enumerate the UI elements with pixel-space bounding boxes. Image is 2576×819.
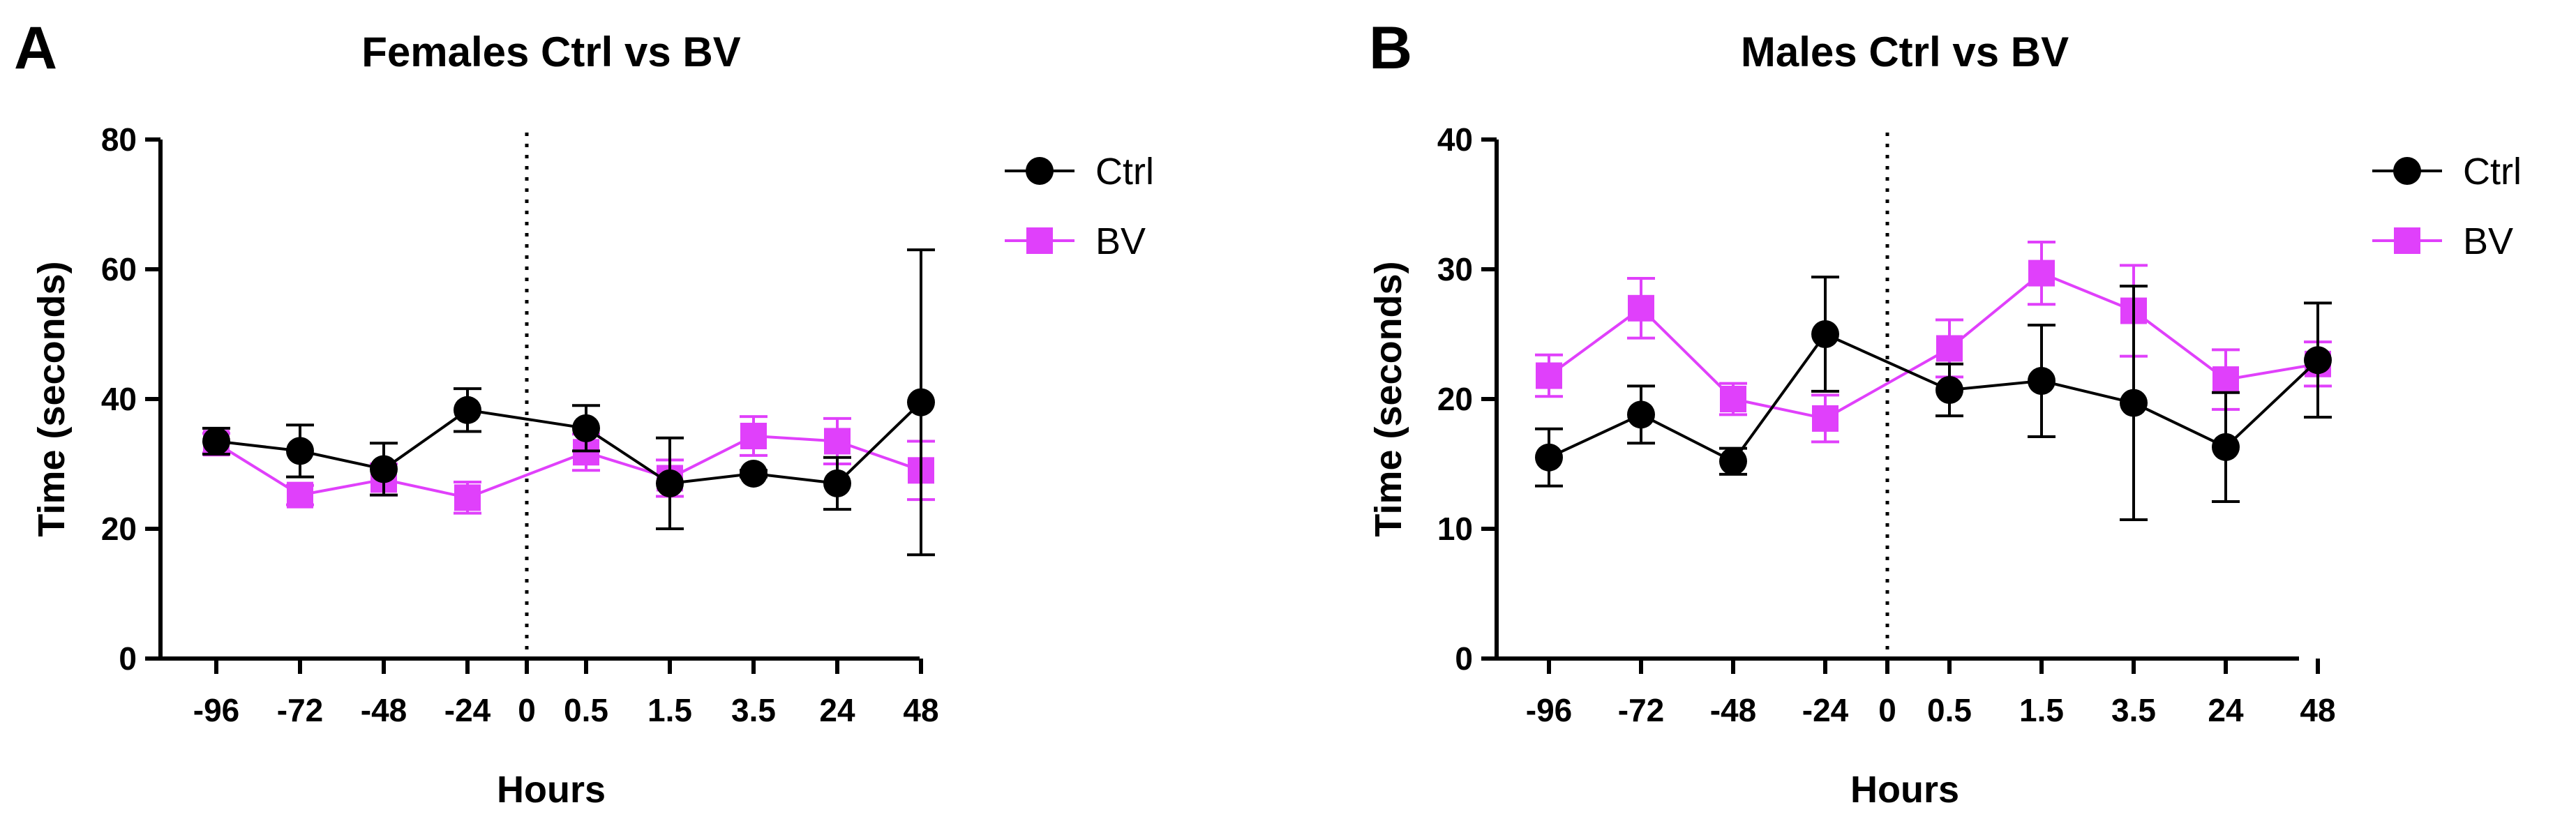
data-point-circle	[1535, 443, 1563, 472]
chart-title: Females Ctrl vs BV	[361, 29, 741, 75]
y-tick-label: 0	[119, 640, 137, 677]
series-line	[1548, 271, 2319, 421]
y-tick-label: 10	[1437, 511, 1473, 547]
x-tick-label: -48	[361, 692, 407, 728]
data-point-circle	[1935, 375, 1963, 404]
chart-panel-a: A Females Ctrl vs BV 0 20 40 60 80 -96 -72 -48 -24…	[14, 15, 1154, 811]
data-point-square	[740, 423, 767, 450]
data-point-square	[454, 484, 481, 511]
series-line	[216, 401, 922, 485]
data-point-square	[824, 428, 851, 455]
data-point-circle	[572, 414, 600, 442]
data-point-square	[2212, 366, 2239, 393]
x-tick-label: 0	[518, 692, 536, 728]
x-tick-label: 1.5	[647, 692, 692, 728]
chart-title: Males Ctrl vs BV	[1741, 29, 2069, 75]
x-tick-label: 48	[2300, 692, 2335, 728]
panel-label: A	[14, 15, 57, 82]
data-point-square	[1628, 294, 1654, 322]
data-point-circle	[2028, 366, 2055, 395]
x-axis-label: Hours	[497, 769, 606, 811]
x-tick-label: 1.5	[2019, 692, 2064, 728]
y-tick-label: 40	[1437, 121, 1473, 158]
legend-marker-circle	[2393, 157, 2421, 185]
y-tick-label: 40	[101, 381, 137, 417]
data-point-circle	[1719, 447, 1747, 476]
y-tick-label: 20	[1437, 381, 1473, 417]
data-point-square	[1536, 362, 1562, 389]
data-point-circle	[202, 427, 230, 456]
x-tick-label: -72	[277, 692, 323, 728]
x-tick-label: 3.5	[731, 692, 776, 728]
x-tick-label: -24	[444, 692, 491, 728]
series-line	[1548, 332, 2319, 463]
y-axis-label: Time (seconds)	[1368, 261, 1409, 536]
y-tick-label: 80	[101, 121, 137, 158]
legend-marker-circle	[1026, 157, 1054, 185]
data-point-circle	[740, 459, 767, 488]
data-point-circle	[2304, 346, 2332, 375]
data-point-circle	[1627, 400, 1655, 429]
data-point-square	[1720, 386, 1746, 412]
x-tick-label: -24	[1802, 692, 1849, 728]
data-point-circle	[286, 437, 314, 465]
x-tick-label: 3.5	[2111, 692, 2156, 728]
legend-label-bv: BV	[1095, 220, 1146, 262]
y-tick-label: 0	[1455, 640, 1473, 677]
data-point-circle	[656, 469, 684, 497]
data-point-circle	[2212, 433, 2240, 461]
data-point-circle	[907, 388, 935, 416]
series-ctrl	[202, 248, 935, 557]
data-point-circle	[370, 455, 398, 483]
data-point-circle	[454, 396, 481, 424]
y-tick-label: 20	[101, 511, 137, 547]
panel-label: B	[1369, 15, 1412, 82]
data-point-circle	[2120, 389, 2148, 417]
x-tick-label: 24	[819, 692, 855, 728]
data-point-square	[1812, 405, 1839, 432]
legend-label-ctrl: Ctrl	[2463, 151, 2522, 193]
series-ctrl	[1535, 276, 2332, 521]
y-tick-label: 60	[101, 251, 137, 287]
x-tick-label: 48	[903, 692, 938, 728]
data-point-circle	[823, 469, 851, 497]
x-tick-label: 0.5	[564, 692, 608, 728]
x-axis-label: Hours	[1850, 769, 1959, 811]
y-tick-label: 30	[1437, 251, 1473, 287]
series-bv	[202, 415, 935, 515]
x-tick-label: 0.5	[1927, 692, 1972, 728]
x-tick-label: -96	[193, 692, 239, 728]
legend-label-ctrl: Ctrl	[1095, 151, 1154, 193]
data-point-square	[1936, 335, 1963, 362]
x-tick-label: -96	[1526, 692, 1572, 728]
x-tick-label: 0	[1878, 692, 1896, 728]
x-tick-label: 24	[2208, 692, 2244, 728]
data-point-circle	[1811, 320, 1839, 348]
legend-marker-square	[1026, 227, 1053, 254]
data-point-square	[287, 481, 313, 509]
legend-label-bv: BV	[2463, 220, 2513, 262]
series-line	[215, 434, 922, 499]
data-point-square	[2028, 260, 2055, 287]
y-axis-label: Time (seconds)	[31, 261, 73, 536]
x-tick-label: -48	[1710, 692, 1756, 728]
x-tick-label: -72	[1618, 692, 1664, 728]
legend-marker-square	[2394, 227, 2420, 254]
